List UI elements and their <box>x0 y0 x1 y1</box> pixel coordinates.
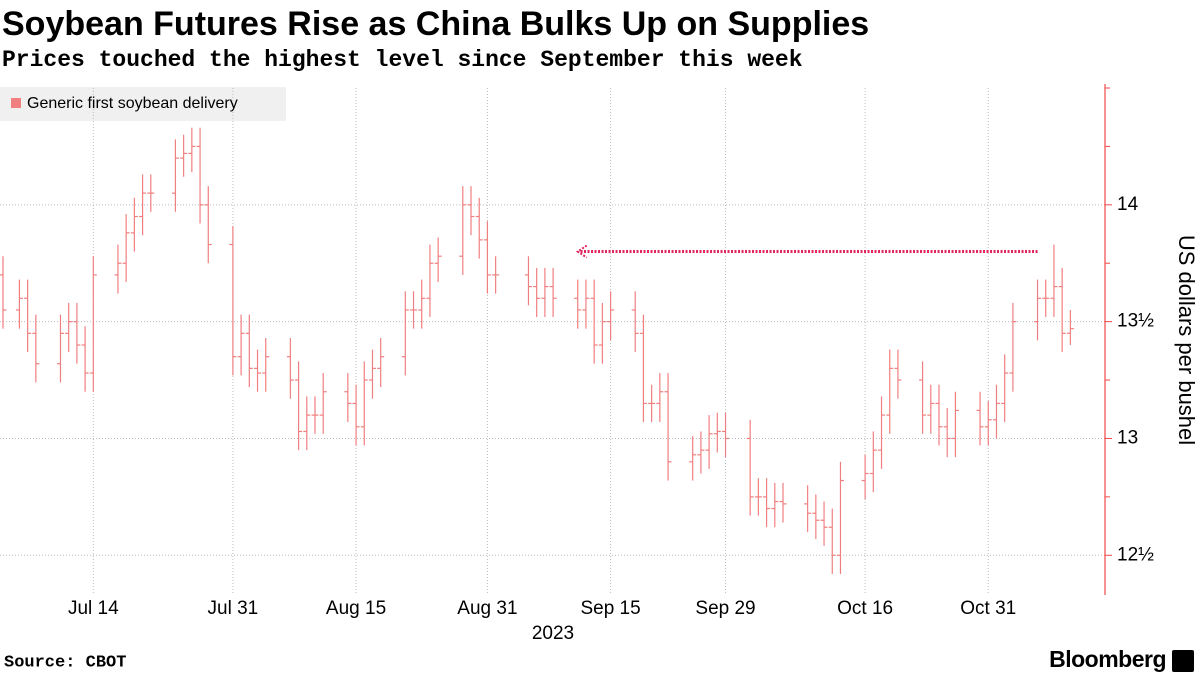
y-axis-title: US dollars per bushel <box>1174 235 1199 445</box>
source: Source: CBOT <box>4 653 126 672</box>
x-tick-label: Oct 16 <box>837 598 893 619</box>
layer-top: 12½ 13 13½ 14 Jul 14 Jul 31 Aug 15 Aug 31 Sep 15… <box>11 84 1154 619</box>
y-tick-label: 12½ <box>1117 544 1154 565</box>
x-tick-label: Aug 15 <box>326 598 386 619</box>
x-axis-year: 2023 <box>532 623 574 644</box>
x-tick-label: Sep 29 <box>695 598 755 619</box>
layer-grid <box>0 88 1105 595</box>
reference-arrow-head <box>575 244 588 259</box>
x-tick-label: Jul 14 <box>68 598 119 619</box>
x-tick-label: Jul 31 <box>208 598 259 619</box>
x-tick-label: Sep 15 <box>580 598 640 619</box>
brand-icon <box>1172 650 1194 672</box>
x-tick-label: Oct 31 <box>960 598 1016 619</box>
legend-swatch <box>11 98 21 108</box>
legend-box <box>0 87 286 121</box>
x-tick-label: Aug 31 <box>457 598 517 619</box>
legend-label: Generic first soybean delivery <box>27 95 238 112</box>
y-tick-label: 13½ <box>1117 311 1154 332</box>
chart-subtitle: Prices touched the highest level since S… <box>2 47 803 73</box>
y-tick-label: 14 <box>1117 194 1139 215</box>
y-tick-label: 13 <box>1117 427 1138 448</box>
chart-title: Soybean Futures Rise as China Bulks Up o… <box>2 5 869 43</box>
layer-bars <box>0 127 1074 574</box>
brand: Bloomberg <box>1049 646 1166 672</box>
